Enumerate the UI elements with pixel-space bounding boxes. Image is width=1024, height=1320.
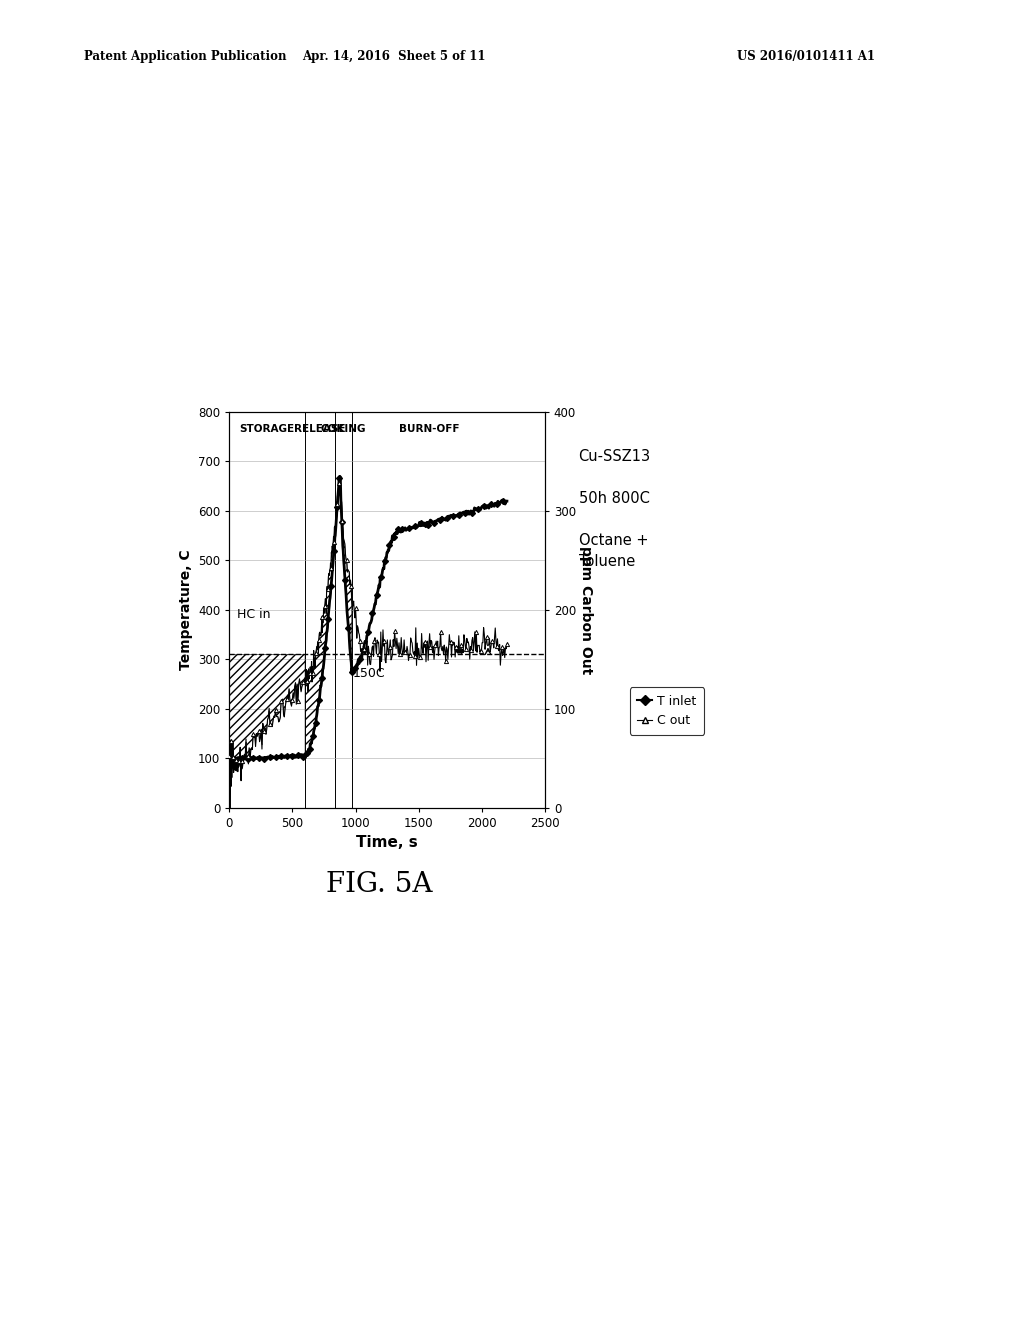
Text: RELEASE: RELEASE	[295, 424, 346, 434]
Y-axis label: Temperature, C: Temperature, C	[178, 549, 193, 671]
Text: COKING: COKING	[321, 424, 367, 434]
Legend: T inlet, C out: T inlet, C out	[630, 688, 705, 735]
Text: Apr. 14, 2016  Sheet 5 of 11: Apr. 14, 2016 Sheet 5 of 11	[302, 50, 486, 63]
Text: Patent Application Publication: Patent Application Publication	[84, 50, 287, 63]
Text: STORAGE: STORAGE	[240, 424, 295, 434]
Text: FIG. 5A: FIG. 5A	[326, 871, 432, 898]
Text: BURN-OFF: BURN-OFF	[399, 424, 460, 434]
Text: Cu-SSZ13

50h 800C

Octane +
Toluene: Cu-SSZ13 50h 800C Octane + Toluene	[579, 449, 650, 569]
Text: 150C: 150C	[352, 667, 385, 680]
X-axis label: Time, s: Time, s	[356, 836, 418, 850]
Text: HC in: HC in	[237, 609, 270, 622]
Y-axis label: ppm Carbon Out: ppm Carbon Out	[579, 545, 593, 675]
Text: US 2016/0101411 A1: US 2016/0101411 A1	[737, 50, 876, 63]
